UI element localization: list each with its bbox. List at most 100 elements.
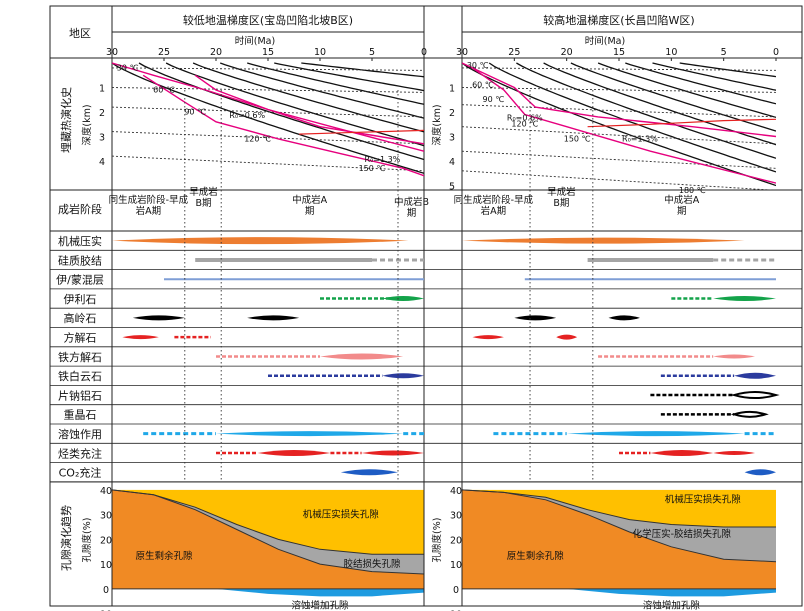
stage-label: 中成岩A bbox=[664, 194, 700, 206]
burial-curve bbox=[192, 62, 424, 133]
porosity-tick-label: 0 bbox=[453, 585, 459, 596]
depth-tick-label: 3 bbox=[449, 133, 455, 144]
left-porosity-chart bbox=[111, 489, 425, 597]
burial-curve bbox=[516, 62, 776, 159]
burial-curve bbox=[462, 62, 776, 187]
stage-label: 期 bbox=[407, 208, 417, 219]
event-lens bbox=[472, 335, 504, 340]
burial-curve bbox=[138, 62, 424, 161]
depth-tick-label: 5 bbox=[449, 182, 455, 193]
burial-curve bbox=[472, 67, 776, 184]
depth-tick-label: 4 bbox=[449, 157, 455, 168]
left-depth-label: 深度(km) bbox=[81, 104, 93, 145]
porosity-tick-label: 10 bbox=[100, 610, 112, 611]
porosity-tick-label: 30 bbox=[100, 511, 112, 522]
time-tick-label: 25 bbox=[508, 47, 520, 58]
porosity-tick-label: 20 bbox=[450, 535, 462, 546]
event-lens bbox=[462, 237, 745, 244]
isotherm-label: 60 ℃ bbox=[472, 81, 494, 90]
porosity-area-label: 机械压实损失孔隙 bbox=[303, 509, 380, 521]
event-lens bbox=[744, 469, 776, 476]
isotherm-label: 120 ℃ bbox=[244, 134, 271, 143]
stage-row-label: 成岩阶段 bbox=[58, 202, 102, 216]
stage-separators bbox=[184, 90, 594, 482]
event-label: 高岭石 bbox=[64, 311, 97, 325]
table-grid bbox=[49, 5, 803, 607]
time-tick-label: 15 bbox=[262, 47, 274, 58]
event-lens bbox=[734, 372, 776, 379]
porosity-area-label: 溶蚀增加孔隙 bbox=[643, 600, 701, 611]
porosity-tick-label: 10 bbox=[450, 610, 462, 611]
porosity-area-label: 胶结损失孔隙 bbox=[343, 558, 401, 570]
depth-tick-label: 1 bbox=[99, 84, 105, 95]
burial-curve bbox=[462, 150, 776, 169]
stage-label: 岩A期 bbox=[481, 205, 507, 217]
burial-curve bbox=[299, 129, 424, 135]
burial-curve bbox=[301, 62, 424, 78]
event-lens bbox=[257, 449, 331, 456]
primary-porosity-area bbox=[462, 489, 776, 589]
burial-curve bbox=[570, 62, 776, 132]
event-lens bbox=[566, 431, 745, 437]
stage-label: 岩A期 bbox=[136, 205, 162, 217]
burial-curve bbox=[165, 62, 424, 147]
time-tick-label: 0 bbox=[421, 47, 427, 58]
burial-curve bbox=[587, 118, 776, 128]
burial-curve bbox=[112, 155, 424, 172]
event-lens bbox=[713, 354, 756, 359]
porosity-tick-label: 40 bbox=[100, 486, 112, 497]
burial-curve bbox=[462, 170, 776, 190]
stage-label: 同生成岩阶段-早成 bbox=[454, 194, 534, 206]
time-tick-label: 20 bbox=[561, 47, 573, 58]
right-burial-history bbox=[462, 62, 776, 190]
porosity-tick-label: 0 bbox=[103, 585, 109, 596]
event-lens bbox=[216, 431, 404, 437]
event-lens bbox=[382, 373, 424, 379]
event-lens bbox=[122, 335, 159, 340]
time-tick-label: 5 bbox=[721, 47, 727, 58]
porosity-area-label: 化学压实-胶结损失孔隙 bbox=[633, 528, 732, 540]
event-lens bbox=[608, 315, 640, 321]
isotherm-label: 90 ℃ bbox=[483, 95, 505, 104]
time-tick-label: 15 bbox=[613, 47, 625, 58]
dissolution-area bbox=[195, 588, 424, 597]
depth-tick-label: 2 bbox=[99, 108, 105, 119]
event-lens bbox=[730, 410, 769, 418]
event-label: 重晶石 bbox=[64, 408, 97, 422]
right-region-title: 较高地温梯度区(长昌凹陷W区) bbox=[543, 13, 694, 27]
right-porosity-chart bbox=[461, 489, 777, 597]
stage-label: 早成岩 bbox=[189, 186, 218, 198]
event-lens bbox=[361, 450, 424, 456]
stage-label: 中成岩A bbox=[292, 194, 328, 206]
burial-curve bbox=[488, 62, 776, 173]
event-lens bbox=[730, 391, 780, 400]
isotherm-label: 60 ℃ bbox=[153, 85, 175, 94]
isotherm-label: 30 ℃ bbox=[467, 61, 489, 70]
event-label: 伊利石 bbox=[64, 293, 97, 306]
stage-label: 早成岩 bbox=[547, 186, 576, 198]
stage-label: 期 bbox=[677, 206, 687, 217]
burial-curve bbox=[112, 106, 424, 118]
burial-curve bbox=[543, 62, 776, 146]
isotherm-label: 90 ℃ bbox=[184, 107, 206, 116]
burial-annotations: 1 2 3 4 1 2 3 4 5 30 ℃ 60 ℃ 90 ℃ 120 ℃ 150 ℃ 30 ℃ 60 ℃ 9… bbox=[99, 61, 706, 195]
ro-06-label: R₀=0.6% bbox=[229, 111, 265, 120]
event-lens bbox=[650, 449, 714, 456]
stage-label: 期 bbox=[305, 206, 315, 217]
event-lens bbox=[132, 315, 185, 321]
burial-curve bbox=[462, 126, 776, 145]
time-tick-label: 10 bbox=[314, 47, 326, 58]
porosity-row-label: 孔隙演化趋势 bbox=[59, 505, 73, 571]
stage-label: B期 bbox=[553, 198, 569, 209]
burial-row-label: 埋藏热演化史 bbox=[59, 87, 73, 153]
left-porosity-axis-label: 孔隙度(%) bbox=[81, 518, 93, 563]
left-region-title: 较低地温梯度区(宝岛凹陷北坡B区) bbox=[183, 13, 353, 27]
time-tick-label: 30 bbox=[106, 47, 118, 58]
burial-curve bbox=[219, 62, 424, 119]
event-label: 机械压实 bbox=[58, 234, 102, 248]
ro-06-label: R₀=0.6% bbox=[507, 114, 543, 123]
burial-curve bbox=[462, 104, 776, 118]
right-porosity-axis-label: 孔隙度(%) bbox=[431, 518, 443, 563]
burial-curve bbox=[274, 62, 424, 92]
